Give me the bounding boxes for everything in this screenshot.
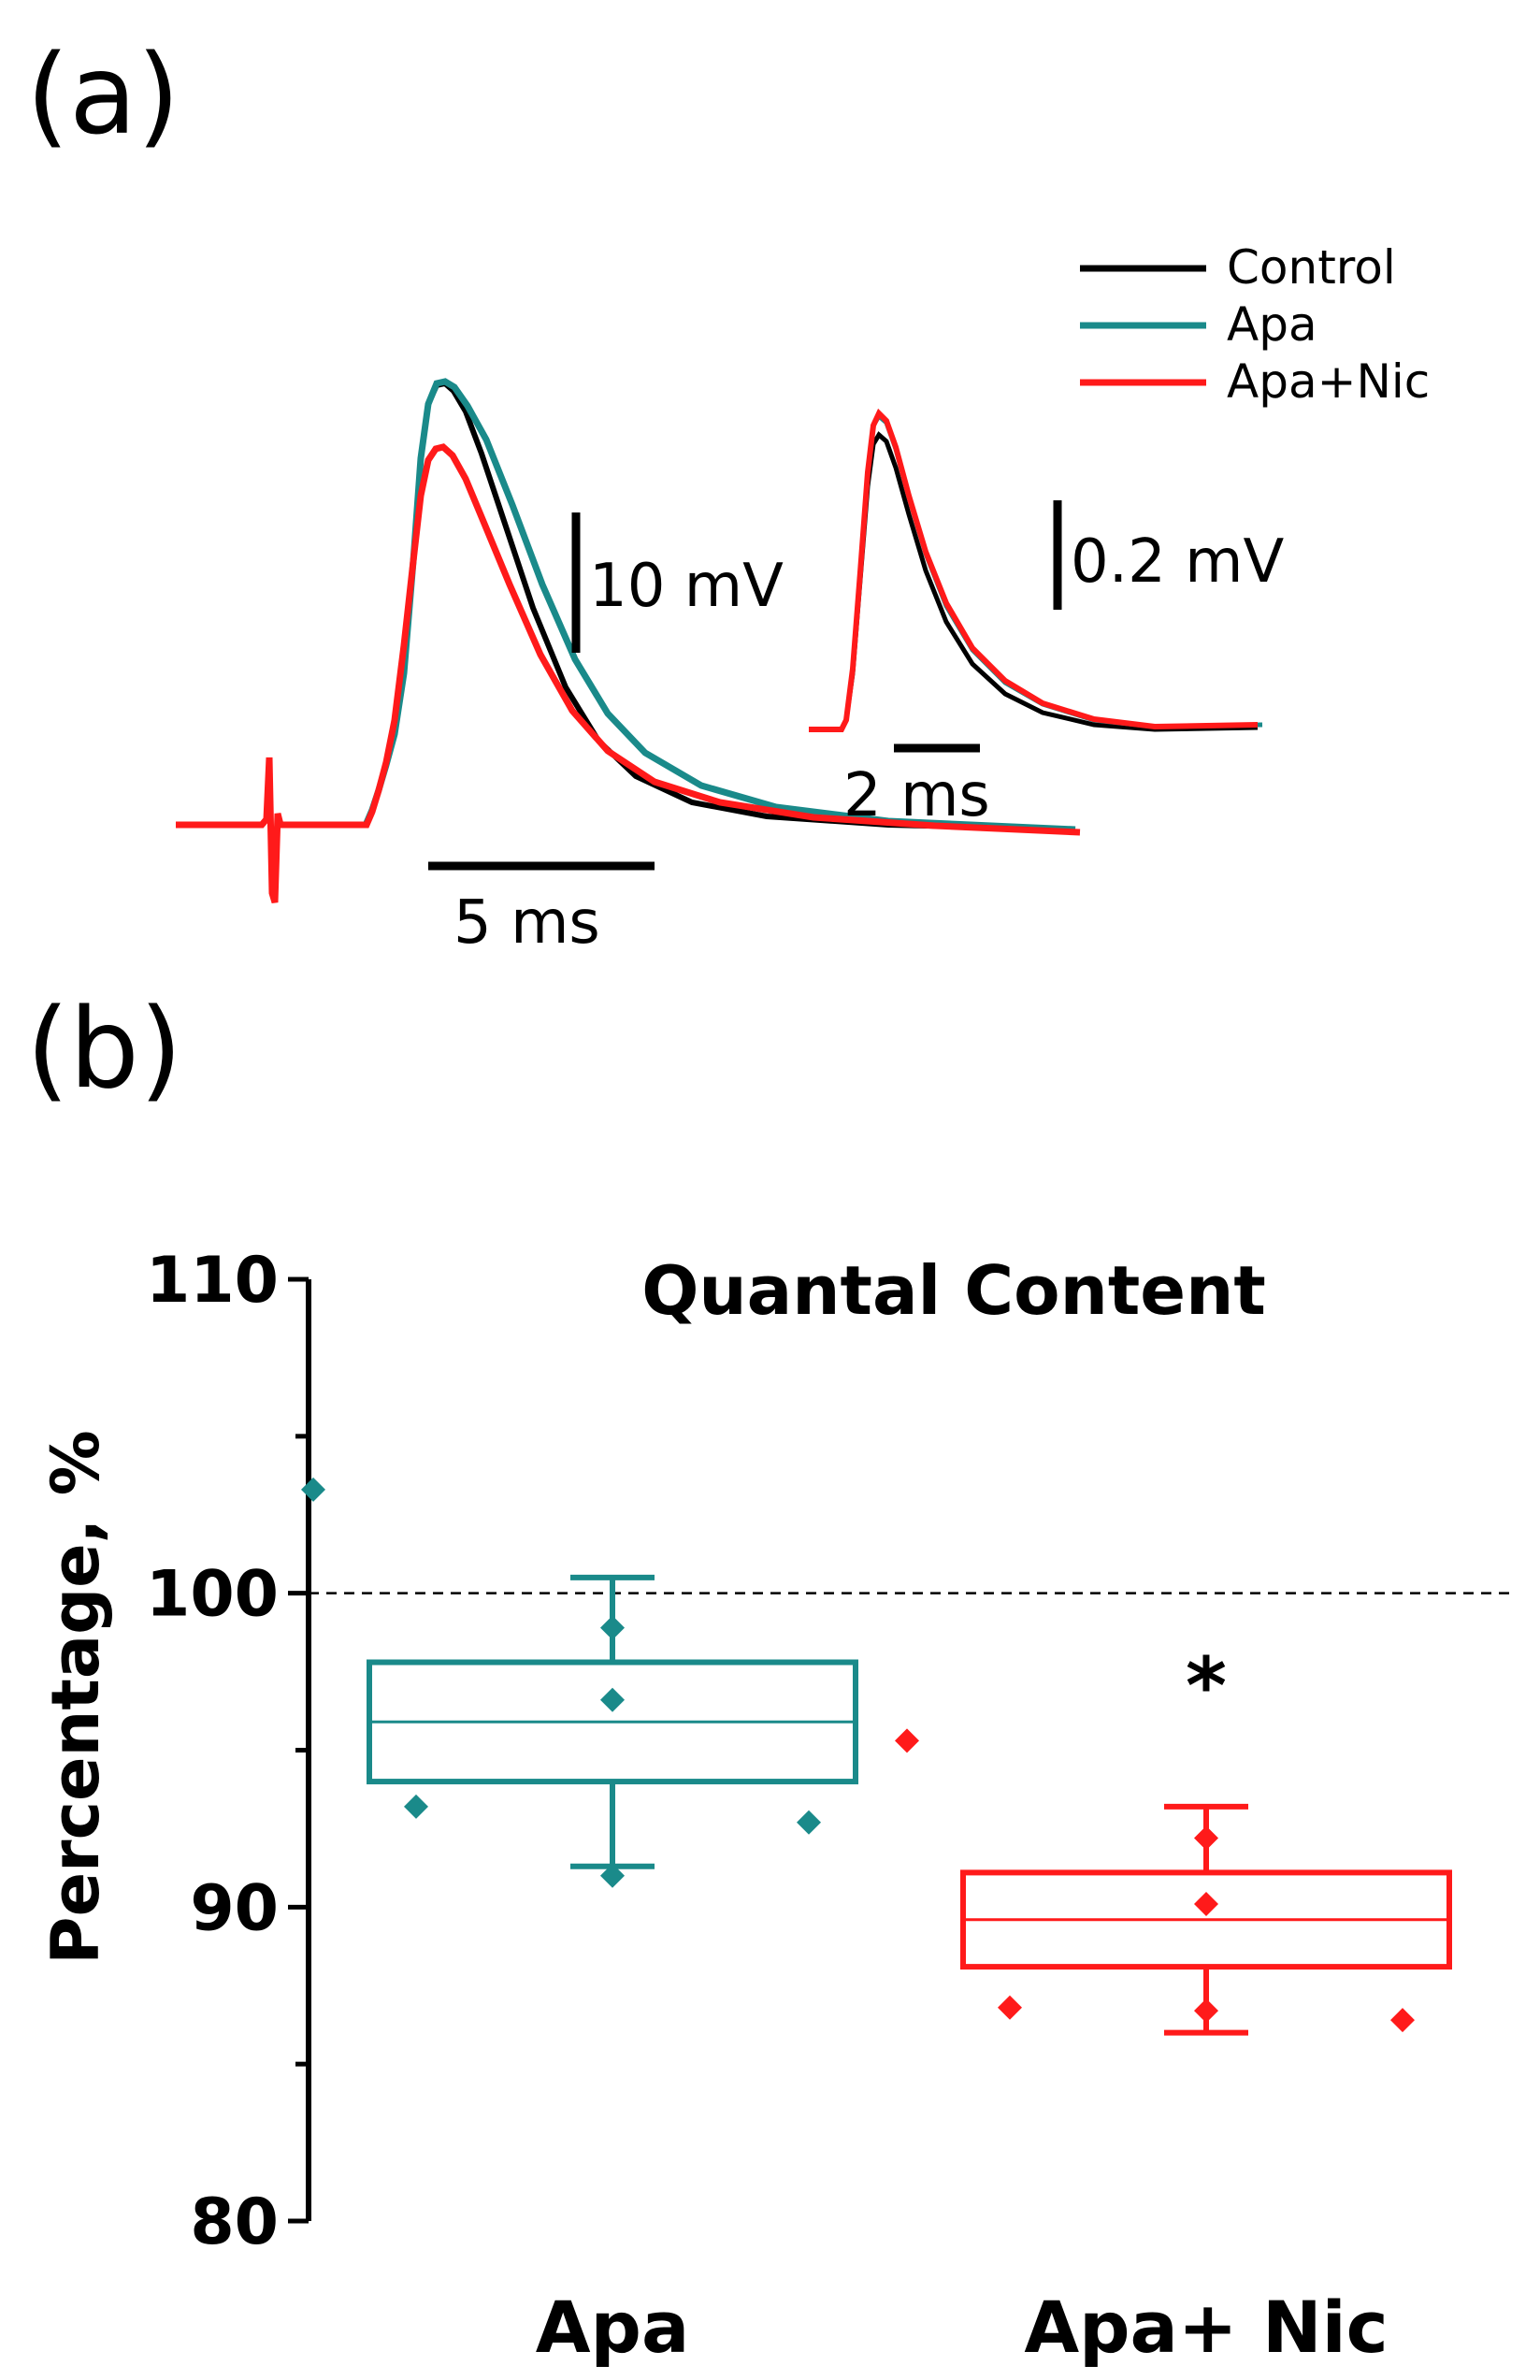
data-point-apa-nic: [1390, 2008, 1415, 2033]
data-point-apa-nic: [895, 1728, 919, 1753]
inset-traces: [809, 408, 1263, 732]
panel-b-label: (b): [26, 984, 182, 1113]
y-axis-title: Percentage, %: [37, 1430, 114, 1964]
y-tick-label-110: 110: [146, 1244, 279, 1318]
data-point-apa: [404, 1794, 428, 1819]
data-point-apa-nic: [1194, 1825, 1218, 1851]
data-point-apa: [797, 1810, 821, 1835]
main-traces: [176, 378, 1081, 904]
y-axis: 80 90 100 110: [146, 1244, 311, 2259]
data-point-apa-nic: [998, 1995, 1022, 2020]
data-point-apa: [600, 1615, 625, 1640]
data-point-apa-nic: [1194, 1998, 1218, 2024]
x-category-labels: Apa Apa+ Nic: [536, 2286, 1389, 2369]
y-tick-label-90: 90: [190, 1871, 279, 1945]
scale-bar-main-voltage-label: 10 mV: [589, 552, 784, 621]
x-category-label: Apa+ Nic: [1024, 2286, 1388, 2369]
panel-a-label: (a): [26, 30, 180, 159]
chart-title: Quantal Content: [641, 1251, 1266, 1330]
x-category-label: Apa: [536, 2286, 690, 2369]
significance-marker-apa-nic: *: [1186, 1640, 1227, 1732]
scale-bars: 10 mV 5 ms 0.2 mV 2 ms: [428, 500, 1284, 958]
data-point-apa: [600, 1863, 625, 1888]
data-point-apa: [301, 1477, 325, 1502]
y-tick-label-100: 100: [146, 1558, 279, 1632]
scale-bar-main-time-label: 5 ms: [453, 888, 600, 958]
legend-label-apa-nic: Apa+Nic: [1227, 354, 1430, 409]
trace-main-apa-nic: [176, 443, 1081, 904]
boxes: *: [301, 1477, 1452, 2036]
legend: Control Apa Apa+Nic: [1080, 240, 1430, 409]
legend-label-control: Control: [1227, 240, 1396, 295]
trace-inset-apa-nic: [809, 408, 1259, 732]
data-point-apa: [600, 1687, 625, 1712]
box-apa-nic: *: [895, 1640, 1452, 2036]
data-point-apa-nic: [1194, 1891, 1218, 1916]
box-apa: [301, 1477, 858, 1888]
y-tick-label-80: 80: [190, 2185, 279, 2259]
scale-bar-inset-voltage-label: 0.2 mV: [1071, 527, 1284, 597]
scale-bar-inset-time-label: 2 ms: [843, 761, 990, 830]
legend-label-apa: Apa: [1227, 297, 1317, 352]
